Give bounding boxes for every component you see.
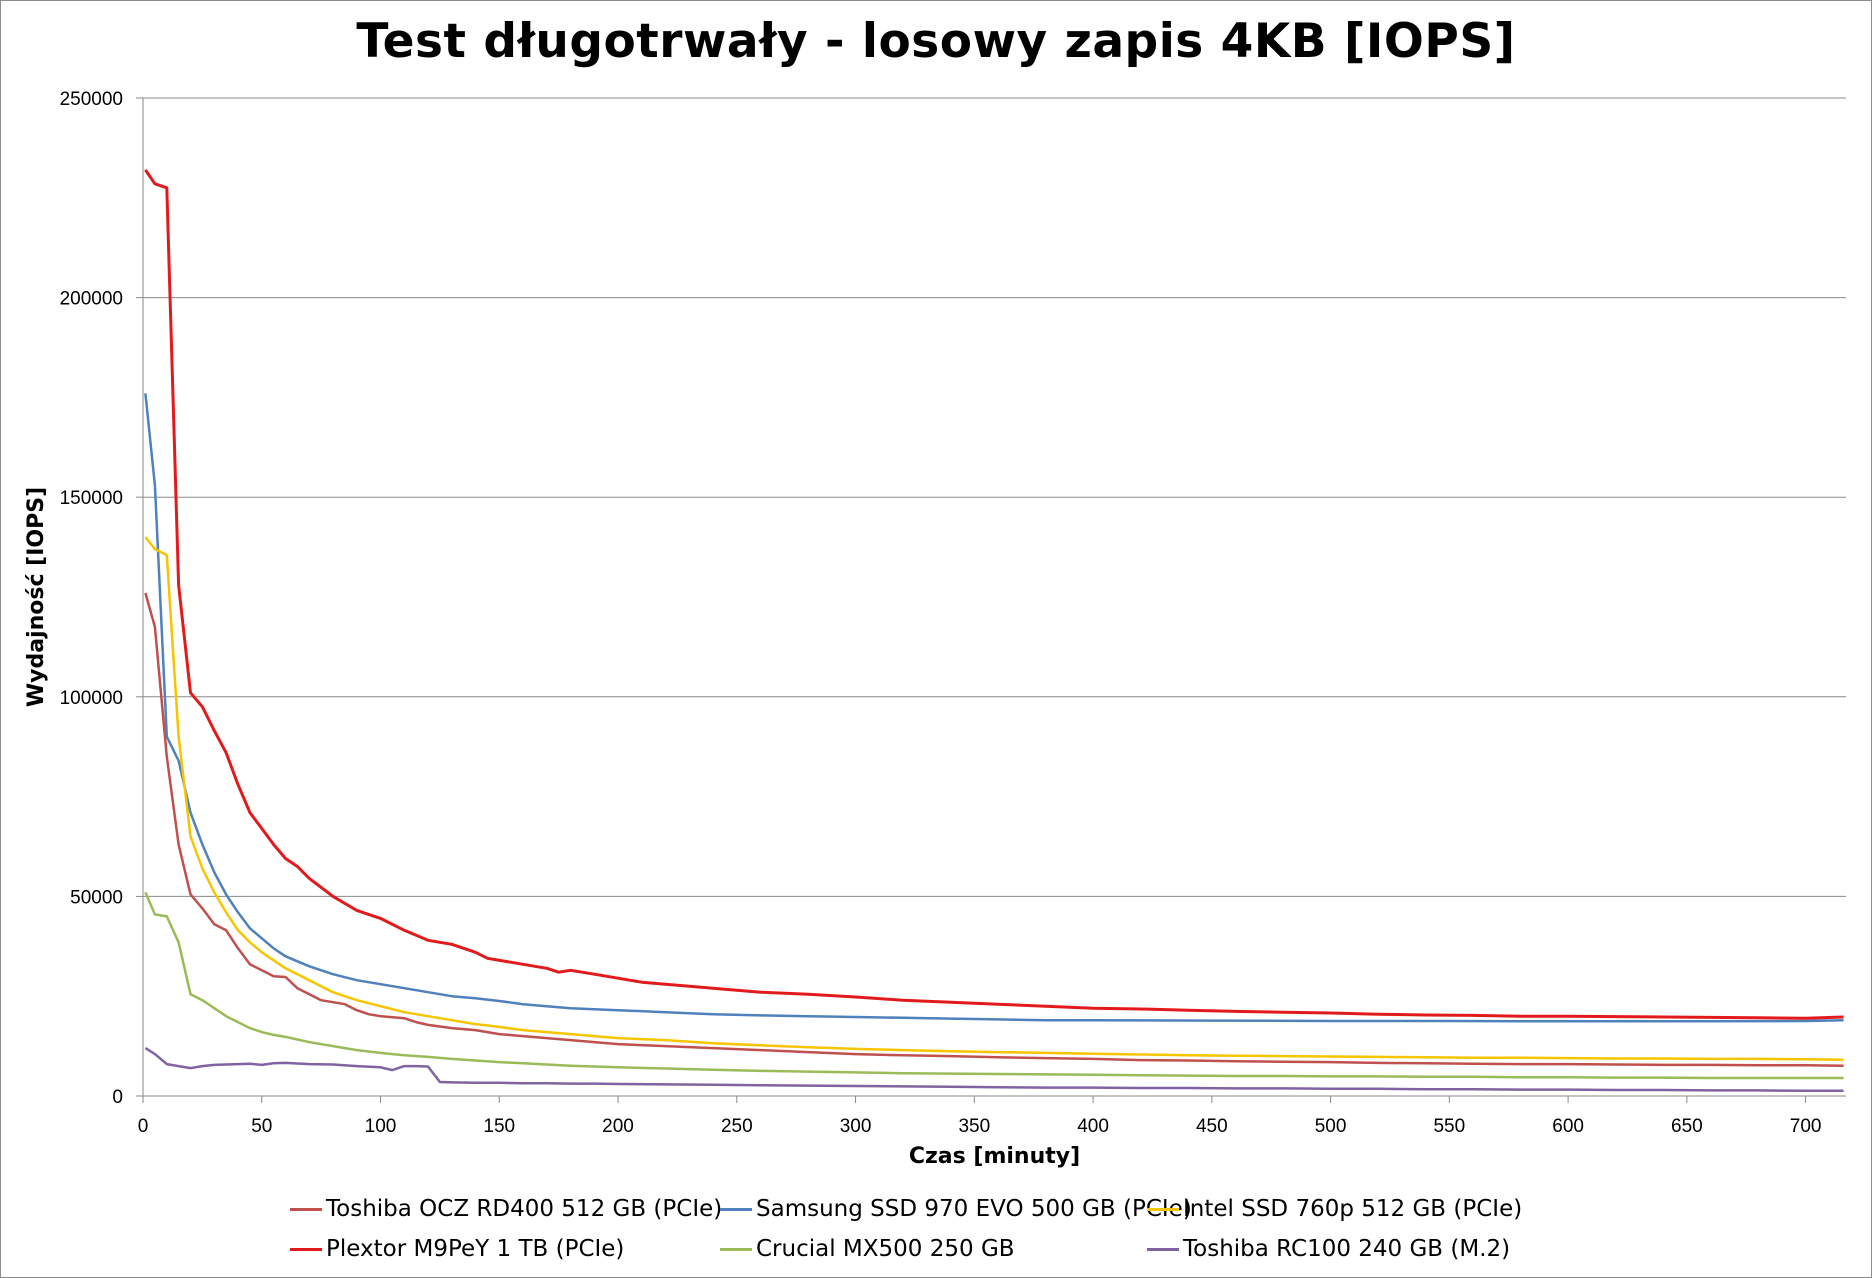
series-lines xyxy=(144,169,1844,1093)
legend-swatch xyxy=(720,1207,752,1211)
legend-label: Plextor M9PeY 1 TB (PCIe) xyxy=(326,1236,625,1262)
legend-label: Toshiba OCZ RD400 512 GB (PCIe) xyxy=(326,1196,723,1222)
y-tick-label: 200000 xyxy=(60,289,123,310)
series-line-1 xyxy=(144,592,1844,1067)
x-tick-label: 700 xyxy=(1790,1116,1822,1137)
x-tick-label: 500 xyxy=(1315,1116,1347,1137)
series-line-6 xyxy=(144,1047,1844,1093)
y-tick-label: 250000 xyxy=(60,89,123,110)
legend-swatch xyxy=(290,1247,322,1251)
legend-item: Toshiba RC100 240 GB (M.2) xyxy=(1147,1232,1510,1266)
y-tick-label: 0 xyxy=(112,1087,123,1108)
y-tick-label: 100000 xyxy=(60,688,123,709)
legend-label: Toshiba RC100 240 GB (M.2) xyxy=(1183,1236,1511,1262)
tick-labels: 0 50000 100000 150000 200000 250000 0 50 100 150 2… xyxy=(60,89,1822,1137)
x-tick-label: 650 xyxy=(1671,1116,1703,1137)
legend-swatch xyxy=(1147,1247,1179,1251)
series-line-5 xyxy=(144,891,1844,1080)
x-tick-label: 300 xyxy=(840,1116,872,1137)
y-tick-label: 150000 xyxy=(60,488,123,509)
x-tick-label: 100 xyxy=(365,1116,397,1137)
x-tick-label: 250 xyxy=(721,1116,753,1137)
x-tick-label: 200 xyxy=(602,1116,634,1137)
grid-lines xyxy=(143,97,1846,897)
legend-item: Toshiba OCZ RD400 512 GB (PCIe) xyxy=(290,1192,722,1226)
series-line-3 xyxy=(144,536,1844,1061)
legend-swatch xyxy=(720,1247,752,1251)
legend-item: Intel SSD 760p 512 GB (PCIe) xyxy=(1147,1192,1522,1226)
chart-title: Test długotrwały - losowy zapis 4KB [IOP… xyxy=(356,14,1516,69)
x-tick-label: 400 xyxy=(1077,1116,1109,1137)
x-tick-label: 150 xyxy=(483,1116,515,1137)
legend-item: Crucial MX500 250 GB xyxy=(720,1232,1015,1266)
x-tick-label: 450 xyxy=(1196,1116,1228,1137)
axes xyxy=(136,97,1846,1103)
legend-swatch xyxy=(1147,1207,1179,1211)
x-tick-label: 0 xyxy=(138,1116,149,1137)
series-line-4 xyxy=(144,169,1844,1020)
legend-item: Samsung SSD 970 EVO 500 GB (PCIe) xyxy=(720,1192,1192,1226)
x-tick-label: 550 xyxy=(1433,1116,1465,1137)
y-tick-label: 50000 xyxy=(70,887,123,908)
legend-item: Plextor M9PeY 1 TB (PCIe) xyxy=(290,1232,624,1266)
legend-label: Intel SSD 760p 512 GB (PCIe) xyxy=(1183,1196,1523,1222)
legend-label: Crucial MX500 250 GB xyxy=(756,1236,1015,1262)
y-axis-label: Wydajność [IOPS] xyxy=(24,487,49,707)
x-tick-label: 350 xyxy=(958,1116,990,1137)
legend-label: Samsung SSD 970 EVO 500 GB (PCIe) xyxy=(756,1196,1192,1222)
legend-swatch xyxy=(290,1207,322,1211)
x-tick-label: 50 xyxy=(251,1116,272,1137)
x-tick-label: 600 xyxy=(1552,1116,1584,1137)
series-line-2 xyxy=(144,393,1844,1023)
x-axis-label: Czas [minuty] xyxy=(909,1144,1080,1169)
